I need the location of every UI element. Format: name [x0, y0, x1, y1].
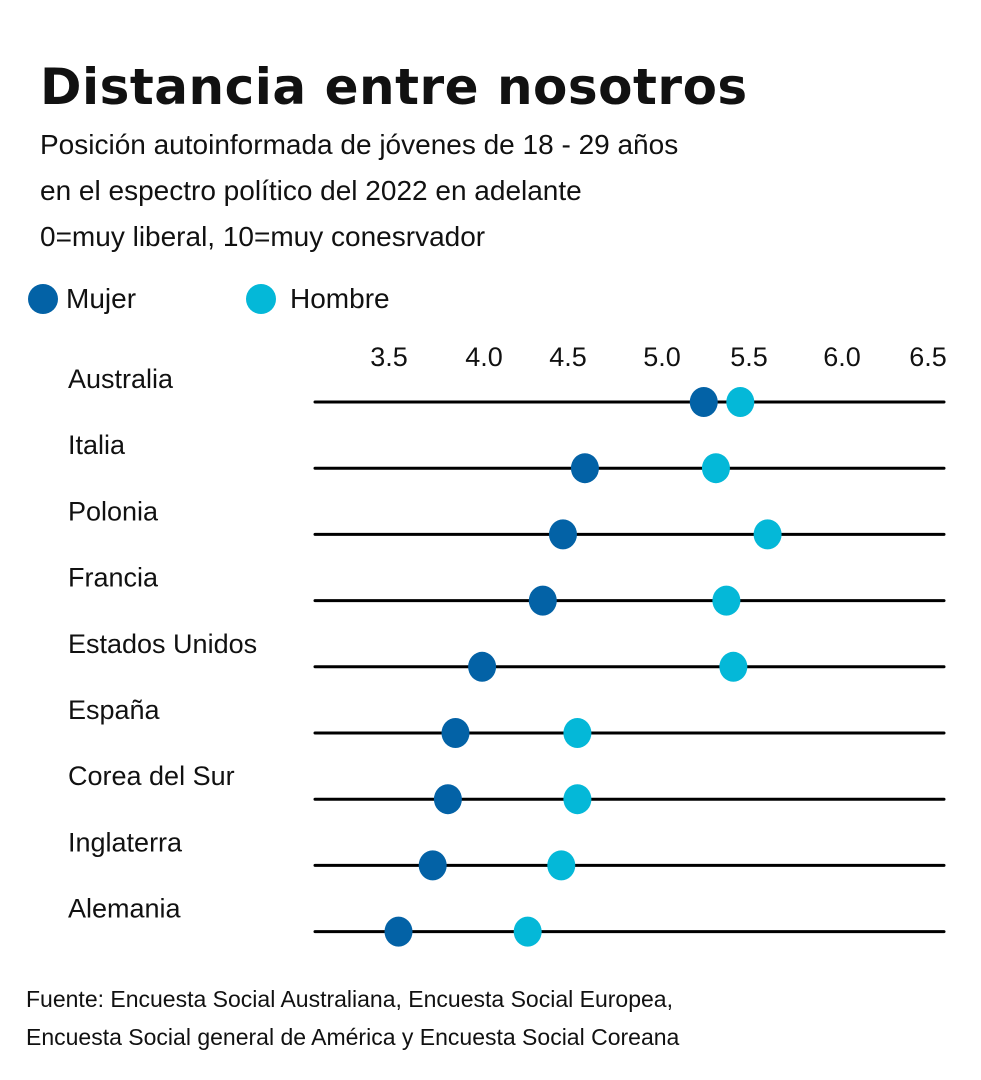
legend-dot-icon: [28, 284, 58, 314]
subtitle-line: Posición autoinformada de jóvenes de 18 …: [40, 129, 679, 160]
dot-mujer: [433, 784, 462, 815]
dot-hombre: [513, 916, 542, 947]
dot-hombre: [701, 453, 730, 484]
x-tick-label: 5.5: [730, 342, 768, 372]
category-label: Corea del Sur: [68, 761, 235, 791]
dot-mujer: [570, 453, 599, 484]
dot-mujer: [384, 916, 413, 947]
x-tick-label: 4.0: [465, 342, 503, 372]
x-tick-label: 6.0: [823, 342, 861, 372]
legend-item-mujer: Mujer: [28, 283, 136, 315]
source-line: Encuesta Social general de América y Enc…: [26, 1024, 680, 1050]
dot-mujer: [528, 585, 557, 616]
category-label: Alemania: [68, 894, 182, 924]
dot-hombre: [547, 850, 576, 881]
chart-subtitle: Posición autoinformada de jóvenes de 18 …: [40, 122, 678, 260]
category-label: Polonia: [68, 496, 159, 526]
category-label: España: [68, 695, 161, 725]
dot-mujer: [418, 850, 447, 881]
source-note: Fuente: Encuesta Social Australiana, Enc…: [26, 980, 679, 1056]
dot-hombre: [712, 585, 741, 616]
dot-hombre: [719, 651, 748, 682]
x-tick-label: 5.0: [643, 342, 681, 372]
x-tick-label: 4.5: [549, 342, 587, 372]
category-label: Inglaterra: [68, 827, 183, 857]
legend-label: Mujer: [66, 283, 137, 314]
dot-hombre: [563, 784, 592, 815]
chart-title: Distancia entre nosotros: [40, 58, 748, 116]
source-line: Fuente: Encuesta Social Australiana, Enc…: [26, 986, 673, 1012]
dot-hombre: [726, 387, 755, 417]
dot-mujer: [689, 387, 718, 417]
x-tick-label: 6.5: [909, 342, 947, 372]
dot-mujer: [441, 718, 470, 748]
category-label: Francia: [68, 563, 159, 593]
legend-dot-icon: [246, 284, 276, 314]
category-label: Italia: [68, 430, 126, 460]
dot-hombre: [563, 718, 592, 748]
dot-mujer: [468, 651, 497, 682]
category-label: Estados Unidos: [68, 629, 257, 659]
category-label: Australia: [68, 364, 174, 394]
dot-mujer: [548, 519, 577, 550]
legend-label: Hombre: [290, 283, 390, 314]
subtitle-line: en el espectro político del 2022 en adel…: [40, 175, 582, 206]
dot-hombre: [753, 519, 782, 550]
x-tick-label: 3.5: [370, 342, 408, 372]
subtitle-line: 0=muy liberal, 10=muy conesrvador: [40, 221, 486, 252]
legend-item-hombre: Hombre: [246, 283, 390, 315]
